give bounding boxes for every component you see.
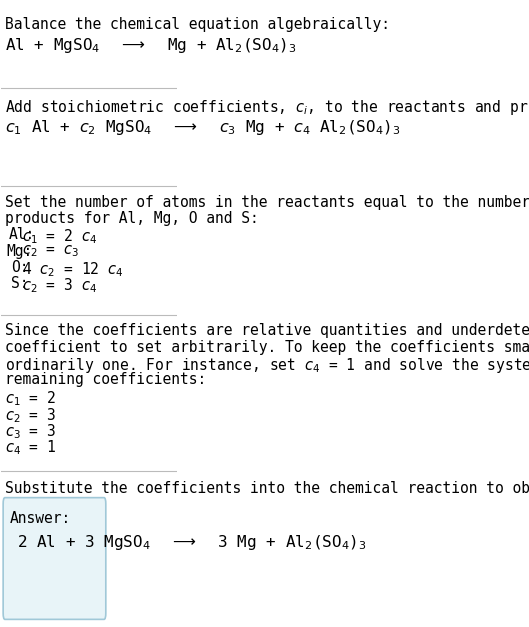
- Text: 4 $c_2$ = 12 $c_4$: 4 $c_2$ = 12 $c_4$: [22, 260, 123, 278]
- Text: S:: S:: [11, 276, 29, 291]
- FancyBboxPatch shape: [3, 498, 106, 619]
- Text: Al:: Al:: [8, 228, 35, 243]
- Text: Al + MgSO$_4$  $\longrightarrow$  Mg + Al$_2$(SO$_4$)$_3$: Al + MgSO$_4$ $\longrightarrow$ Mg + Al$…: [5, 36, 297, 55]
- Text: $c_2$ = 3: $c_2$ = 3: [5, 406, 56, 424]
- Text: O:: O:: [11, 260, 29, 275]
- Text: Balance the chemical equation algebraically:: Balance the chemical equation algebraica…: [5, 17, 390, 32]
- Text: Mg:: Mg:: [7, 243, 33, 258]
- Text: remaining coefficients:: remaining coefficients:: [5, 372, 206, 387]
- Text: $c_1$ = 2 $c_4$: $c_1$ = 2 $c_4$: [22, 228, 97, 246]
- Text: coefficient to set arbitrarily. To keep the coefficients small, the arbitrary va: coefficient to set arbitrarily. To keep …: [5, 340, 529, 355]
- Text: Since the coefficients are relative quantities and underdetermined, choose a: Since the coefficients are relative quan…: [5, 324, 529, 339]
- Text: $c_4$ = 1: $c_4$ = 1: [5, 438, 56, 457]
- Text: $c_1$ = 2: $c_1$ = 2: [5, 389, 56, 408]
- Text: Add stoichiometric coefficients, $c_i$, to the reactants and products:: Add stoichiometric coefficients, $c_i$, …: [5, 98, 529, 117]
- Text: 2 Al + 3 MgSO$_4$  $\longrightarrow$  3 Mg + Al$_2$(SO$_4$)$_3$: 2 Al + 3 MgSO$_4$ $\longrightarrow$ 3 Mg…: [17, 533, 367, 552]
- Text: products for Al, Mg, O and S:: products for Al, Mg, O and S:: [5, 211, 259, 226]
- Text: $c_2$ = $c_3$: $c_2$ = $c_3$: [22, 243, 79, 260]
- Text: $c_2$ = 3 $c_4$: $c_2$ = 3 $c_4$: [22, 276, 97, 295]
- Text: $c_3$ = 3: $c_3$ = 3: [5, 422, 56, 441]
- Text: ordinarily one. For instance, set $c_4$ = 1 and solve the system of equations fo: ordinarily one. For instance, set $c_4$ …: [5, 356, 529, 375]
- Text: Substitute the coefficients into the chemical reaction to obtain the balanced: Substitute the coefficients into the che…: [5, 481, 529, 496]
- Text: $c_1$ Al + $c_2$ MgSO$_4$  $\longrightarrow$  $c_3$ Mg + $c_4$ Al$_2$(SO$_4$)$_3: $c_1$ Al + $c_2$ MgSO$_4$ $\longrightarr…: [5, 118, 401, 137]
- Text: equation:: equation:: [5, 497, 84, 512]
- Text: Set the number of atoms in the reactants equal to the number of atoms in the: Set the number of atoms in the reactants…: [5, 195, 529, 210]
- Text: Answer:: Answer:: [10, 512, 70, 527]
